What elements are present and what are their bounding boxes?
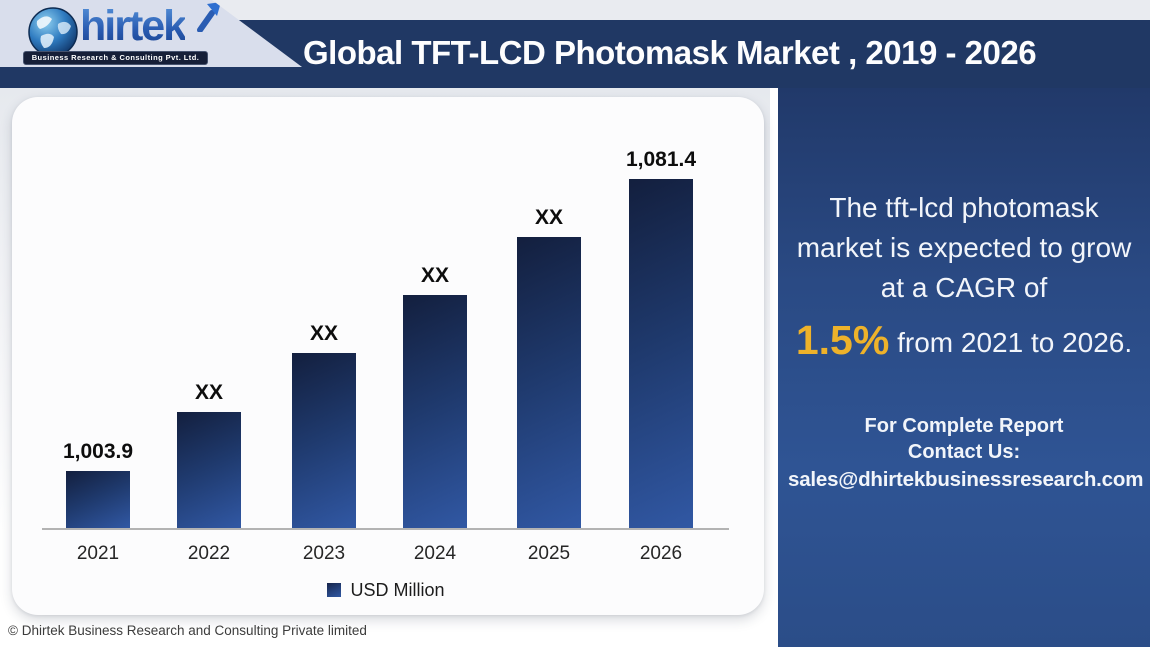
contact-email: sales@dhirtekbusinessresearch.com xyxy=(788,467,1144,491)
growth-arrow-icon xyxy=(196,2,222,37)
bar-2021 xyxy=(66,471,130,528)
page-top-strip xyxy=(0,0,1150,20)
bar-2023 xyxy=(292,353,356,528)
summary-text: The tft-lcd photomask market is expected… xyxy=(796,192,1132,304)
bar-2024 xyxy=(403,295,467,528)
x-tick-2024: 2024 xyxy=(413,543,457,564)
x-tick-2025: 2025 xyxy=(527,543,571,564)
contact-label: Contact Us: xyxy=(907,441,1021,464)
bar-value-label-2023: XX xyxy=(309,322,338,345)
chart-section: USD Million 1,003.9 2021 XX 2022 XX 2023 XX 202… xyxy=(0,88,770,647)
x-tick-2023: 2023 xyxy=(302,543,346,564)
x-axis-line xyxy=(42,528,729,530)
bar-2026 xyxy=(629,179,693,528)
cagr-value: 1.5% xyxy=(795,317,890,364)
bar-value-label-2026: 1,081.4 xyxy=(625,148,697,171)
bar-value-label-2024: XX xyxy=(420,264,449,287)
copyright-text: © Dhirtek Business Research and Consulti… xyxy=(8,623,367,638)
bar-value-label-2025: XX xyxy=(534,206,563,229)
bar-value-label-2022: XX xyxy=(194,381,223,404)
logo-brand-text: hirtek xyxy=(80,2,187,50)
cagr-period: from 2021 to 2026. xyxy=(889,327,1133,359)
legend-swatch-icon xyxy=(327,583,342,597)
x-tick-2021: 2021 xyxy=(76,543,120,564)
contact-block: For Complete Report Contact Us: sales@dh… xyxy=(788,413,1144,493)
bar-value-label-2021: 1,003.9 xyxy=(62,440,134,463)
x-tick-2022: 2022 xyxy=(187,543,231,564)
summary-sidebar: The tft-lcd photomask market is expected… xyxy=(778,88,1150,647)
cagr-line: 1.5% from 2021 to 2026. xyxy=(788,312,1140,369)
bar-2025 xyxy=(517,237,581,528)
page-title: Global TFT-LCD Photomask Market , 2019 -… xyxy=(303,34,1037,71)
contact-title: For Complete Report xyxy=(864,414,1064,437)
chart-legend: USD Million xyxy=(43,579,729,601)
x-tick-2026: 2026 xyxy=(639,543,683,564)
bar-2022 xyxy=(177,412,241,528)
legend-label: USD Million xyxy=(350,579,445,600)
logo-tagline: Business Research & Consulting Pvt. Ltd. xyxy=(23,51,208,65)
bar-chart: USD Million 1,003.9 2021 XX 2022 XX 2023 XX 202… xyxy=(12,97,764,615)
